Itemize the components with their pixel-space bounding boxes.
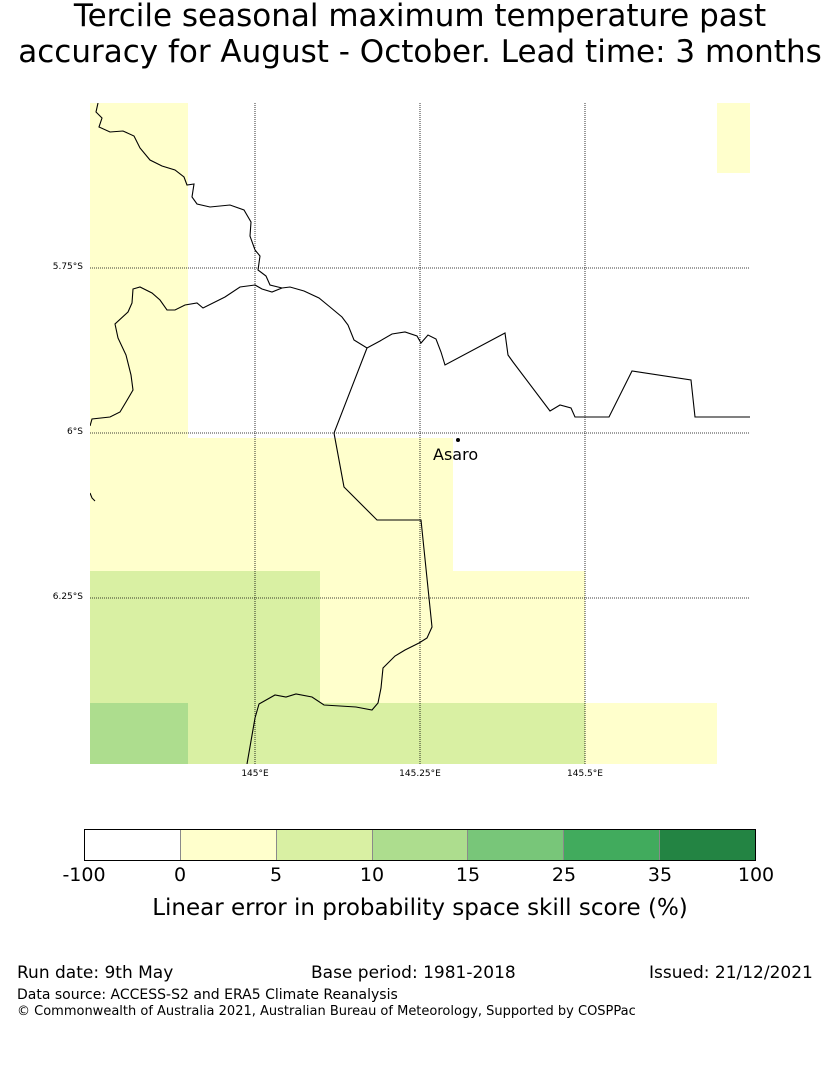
borders [90, 103, 750, 764]
lat-label-6-25s: 6.25°S [52, 592, 83, 602]
grid-cell [320, 571, 585, 703]
map-title-line-1: Tercile seasonal maximum temperature pas… [73, 0, 767, 34]
colorbar-segment [660, 830, 756, 860]
colorbar-tick-label: 5 [269, 864, 283, 886]
colorbar-segment [276, 830, 373, 860]
lon-label-145-5e: 145.5°E [567, 769, 603, 779]
colorbar-tick-label: 0 [173, 864, 187, 886]
grid-cell [90, 571, 320, 703]
province-border [90, 492, 96, 502]
map-title-line-2: accuracy for August - October. Lead time… [18, 34, 822, 70]
colorbar [84, 829, 756, 861]
data-source: Data source: ACCESS-S2 and ERA5 Climate … [17, 987, 398, 1003]
skill-grid [90, 103, 750, 764]
grid-cell [90, 703, 188, 764]
colorbar-tick-label: 100 [737, 864, 775, 886]
copyright: © Commonwealth of Australia 2021, Austra… [17, 1004, 636, 1019]
colorbar-segment [564, 830, 661, 860]
colorbar-tick-label: 25 [551, 864, 577, 886]
province-border [246, 347, 433, 764]
grid-cell [90, 103, 188, 438]
town-marker [456, 438, 460, 442]
colorbar-segment [85, 830, 181, 860]
grid-cell [585, 703, 717, 764]
grid-cell [717, 103, 750, 173]
province-border [90, 284, 283, 427]
colorbar-tick-label: 15 [455, 864, 481, 886]
grid-cell [90, 438, 453, 571]
colorbar-label: Linear error in probability space skill … [152, 895, 688, 921]
lon-label-145e: 145°E [241, 769, 269, 779]
lon-label-145-25e: 145.25°E [399, 769, 441, 779]
province-border [95, 103, 750, 418]
colorbar-segment [372, 830, 469, 860]
colorbar-segment [180, 830, 277, 860]
grid-cell [188, 703, 585, 764]
graticule [90, 103, 750, 764]
skill-map [90, 103, 750, 764]
colorbar-tick-label: 35 [647, 864, 673, 886]
run-date: Run date: 9th May [17, 963, 174, 983]
colorbar-segment [468, 830, 565, 860]
issued-date: Issued: 21/12/2021 [649, 963, 813, 983]
colorbar-tick-label: -100 [62, 864, 106, 886]
colorbar-tick-label: 10 [359, 864, 385, 886]
lat-label-5-75s: 5.75°S [52, 262, 83, 272]
town-label-asaro: Asaro [433, 445, 479, 464]
lat-label-6s: 6°S [67, 427, 83, 437]
base-period: Base period: 1981-2018 [311, 963, 516, 983]
